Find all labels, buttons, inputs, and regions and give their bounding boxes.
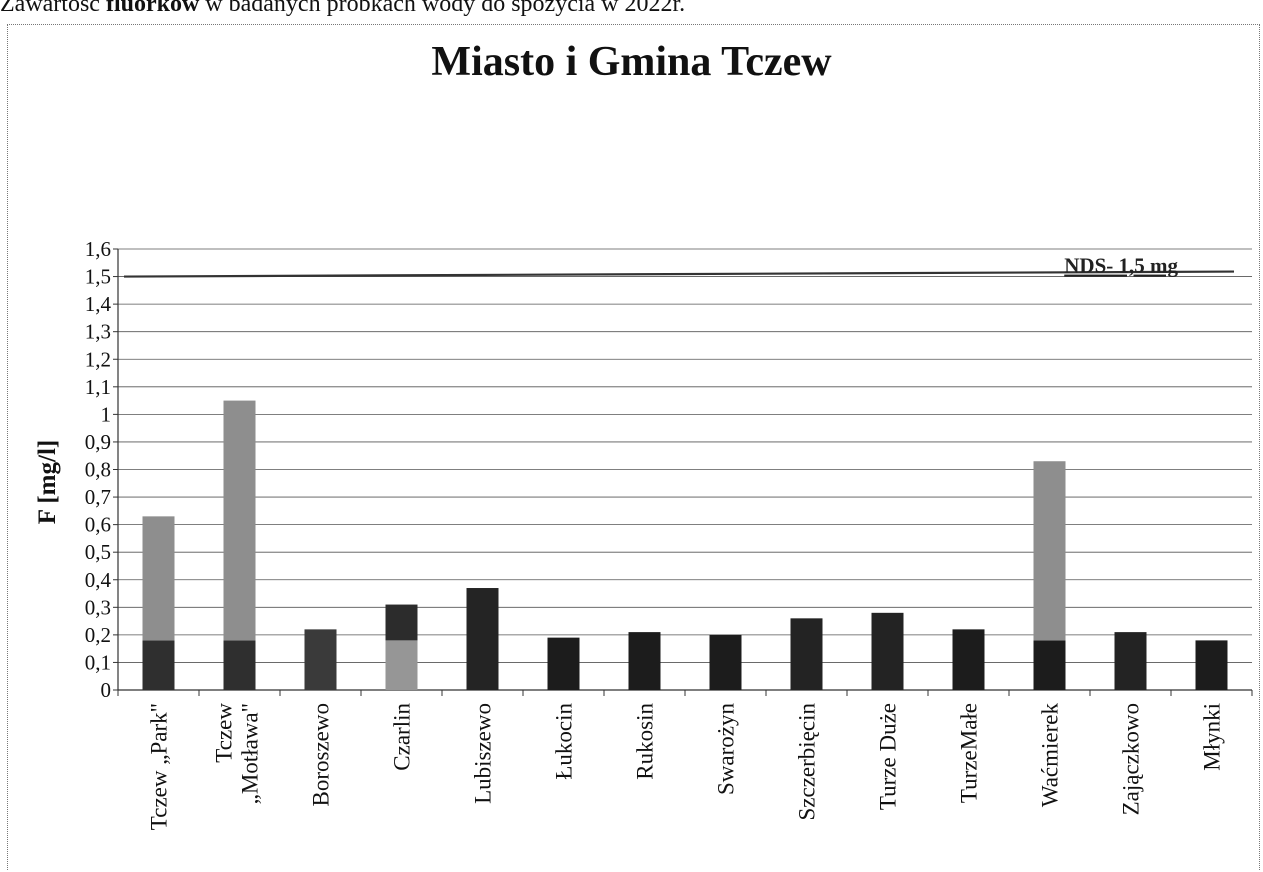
y-tick-label: 0,7 [85, 485, 111, 509]
y-tick-label: 0,3 [85, 595, 111, 619]
x-tick-label: Swarożyn [714, 703, 739, 795]
x-tick-label: Rukosin [633, 703, 658, 780]
x-tick-label: Waćmierek [1038, 703, 1063, 808]
bar-segment [142, 516, 175, 641]
bar-segment [871, 612, 904, 690]
chart-title: Miasto i Gmina Tczew [431, 39, 832, 85]
y-tick-label: 1,3 [85, 320, 111, 344]
y-tick-label: 1 [101, 402, 112, 426]
bar-segment [304, 629, 337, 690]
y-tick-label: 0,6 [85, 513, 111, 537]
y-tick-label: 1,2 [85, 347, 111, 371]
bar-segment [547, 637, 580, 690]
y-tick-label: 0,4 [85, 568, 112, 592]
bar-segment [1114, 632, 1147, 690]
x-tick-label: Lubiszewo [471, 703, 496, 804]
x-tick-label: Łukocin [552, 703, 577, 780]
bar-segment [709, 634, 742, 690]
x-tick-label: TurzeMałe [957, 703, 982, 803]
y-axis-label: F [mg/l] [34, 439, 61, 525]
y-tick-label: 0,8 [85, 458, 111, 482]
bar-segment [790, 618, 823, 690]
y-tick-label: 0,2 [85, 623, 111, 647]
bar-segment [1033, 640, 1066, 690]
bar-segment [223, 640, 256, 690]
bar-segment [1195, 640, 1228, 690]
bar-segment [223, 400, 256, 641]
x-tick-label: Turze Duże [876, 703, 901, 810]
bar-segment [952, 629, 985, 690]
bar-segment [142, 640, 175, 690]
bar-segment [1033, 461, 1066, 641]
x-tick-label: Boroszewo [309, 703, 334, 806]
caption-prefix: Zawartość [0, 0, 106, 17]
bar-segment [385, 640, 418, 690]
bar-segment [628, 632, 661, 690]
bar-segment [385, 604, 418, 641]
threshold-line [123, 270, 1235, 278]
x-tick-label: Szczerbięcin [795, 703, 820, 821]
chart-frame [7, 24, 1260, 870]
figure-caption: Zawartość fluorków w badanych próbkach w… [0, 0, 685, 18]
x-tick-label: „Motława" [238, 703, 263, 804]
x-tick-label: Tczew „Park" [147, 703, 172, 830]
x-tick-label: Zajączkowo [1119, 703, 1144, 815]
x-tick-label: Tczew [212, 703, 237, 763]
y-tick-label: 1,5 [85, 265, 111, 289]
bar-segment [466, 588, 499, 690]
y-tick-label: 0,5 [85, 540, 111, 564]
y-tick-label: 0,1 [85, 650, 111, 674]
y-tick-label: 0,9 [85, 430, 111, 454]
threshold-label: NDS- 1,5 mg [1064, 254, 1178, 278]
caption-bold: fluorków [105, 0, 200, 17]
x-tick-label: Czarlin [390, 703, 415, 771]
caption-suffix: w badanych próbkach wody do spożycia w 2… [199, 0, 686, 17]
y-tick-label: 1,4 [85, 292, 112, 316]
x-tick-label: Młynki [1200, 703, 1225, 771]
y-tick-label: 1,1 [85, 375, 111, 399]
y-tick-label: 1,6 [85, 237, 111, 261]
y-tick-label: 0 [101, 678, 112, 702]
